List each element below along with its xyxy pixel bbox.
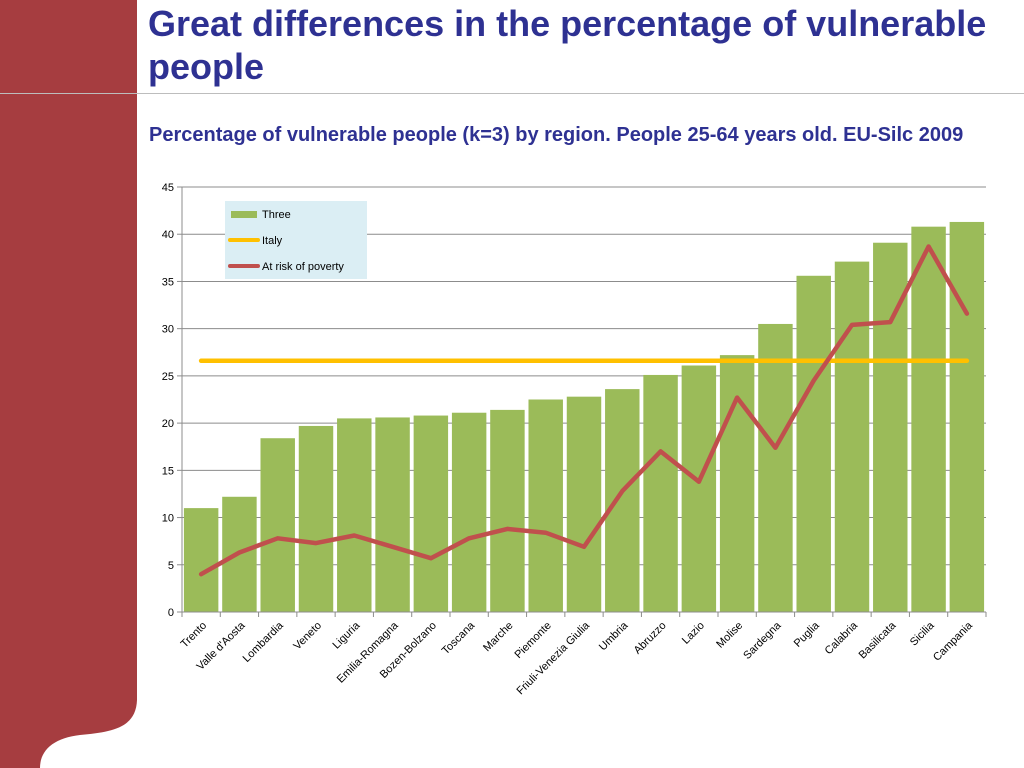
bar — [413, 415, 449, 612]
legend-label: At risk of poverty — [262, 261, 344, 273]
x-tick-label: Puglia — [792, 619, 823, 650]
y-tick-label: 0 — [168, 607, 174, 619]
bar — [681, 365, 717, 612]
y-tick-label: 5 — [168, 560, 174, 572]
bar — [528, 399, 563, 612]
x-tick-label: Basilicata — [857, 619, 899, 661]
bar — [260, 438, 295, 612]
bar — [337, 418, 372, 612]
bar — [719, 355, 755, 612]
x-tick-label: Marche — [481, 620, 515, 654]
y-tick-label: 20 — [162, 418, 174, 430]
x-tick-label: Sicilia — [908, 619, 937, 648]
bar — [375, 417, 410, 612]
x-tick-label: Lazio — [680, 620, 707, 647]
legend-label: Three — [262, 209, 291, 221]
axes — [177, 186, 987, 617]
title-rule — [0, 93, 1024, 94]
y-tick-label: 40 — [162, 229, 174, 241]
y-tick-label: 15 — [162, 465, 174, 477]
bar — [490, 409, 525, 612]
bar — [758, 323, 793, 612]
y-tick-label: 10 — [162, 513, 174, 525]
legend: Three Italy At risk of poverty — [225, 201, 367, 279]
bar — [949, 221, 985, 612]
bar — [605, 389, 640, 612]
y-tick-label: 30 — [162, 324, 174, 336]
y-tick-label: 35 — [162, 276, 174, 288]
x-tick-label: Trento — [179, 620, 210, 651]
x-tick-label: Liguria — [331, 619, 363, 651]
x-tick-label: Veneto — [291, 620, 324, 653]
bar — [183, 508, 219, 612]
x-tick-label: Abruzzo — [632, 620, 669, 657]
bar — [796, 275, 831, 612]
y-tick-labels: 0 5 10 15 20 25 30 35 40 45 — [162, 182, 174, 619]
slide-title: Great differences in the percentage of v… — [148, 3, 987, 87]
legend-swatch — [231, 211, 257, 218]
x-tick-label: Lombardia — [241, 619, 287, 665]
x-tick-label: Toscana — [440, 619, 478, 657]
x-tick-label: Umbria — [597, 619, 631, 653]
legend-label: Italy — [262, 235, 283, 247]
bar — [834, 261, 870, 612]
x-tick-label: Molise — [714, 620, 745, 651]
side-band — [0, 0, 137, 768]
bar — [451, 412, 487, 612]
side-band-shape — [0, 0, 137, 768]
bars — [183, 221, 985, 612]
chart-title: Percentage of vulnerable people (k=3) by… — [149, 124, 964, 146]
bar — [643, 374, 678, 612]
series-line — [198, 244, 970, 577]
x-tick-label: Campania — [931, 619, 976, 664]
bar — [298, 425, 334, 612]
x-tick-label: Sardegna — [741, 619, 784, 662]
x-tick-label: Friuli-Venezia Giulia — [514, 619, 592, 697]
y-tick-label: 25 — [162, 371, 174, 383]
y-tick-label: 45 — [162, 182, 174, 194]
bar — [911, 226, 946, 612]
bar — [566, 396, 602, 612]
series-lines — [198, 244, 970, 577]
x-tick-label: Calabria — [823, 619, 861, 657]
